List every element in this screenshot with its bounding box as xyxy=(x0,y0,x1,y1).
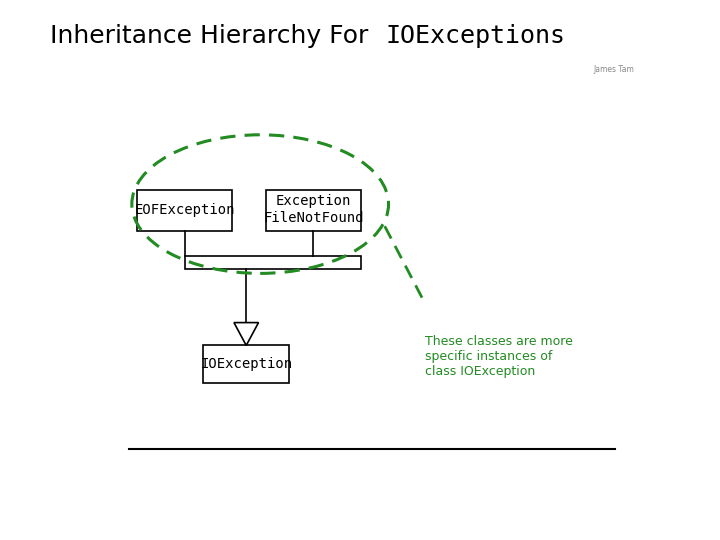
Text: These classes are more
specific instances of
class IOException: These classes are more specific instance… xyxy=(425,335,572,378)
FancyBboxPatch shape xyxy=(138,190,233,231)
FancyBboxPatch shape xyxy=(185,256,361,268)
Text: EOFException: EOFException xyxy=(135,204,235,217)
Text: IOException: IOException xyxy=(200,357,292,371)
FancyBboxPatch shape xyxy=(203,346,289,383)
Text: FileNotFound: FileNotFound xyxy=(263,211,364,225)
Polygon shape xyxy=(234,322,258,346)
Text: IOExceptions: IOExceptions xyxy=(385,24,565,48)
Text: Exception: Exception xyxy=(276,194,351,208)
Text: Inheritance Hierarchy For: Inheritance Hierarchy For xyxy=(50,24,377,48)
FancyBboxPatch shape xyxy=(266,190,361,231)
Text: James Tam: James Tam xyxy=(593,65,634,74)
